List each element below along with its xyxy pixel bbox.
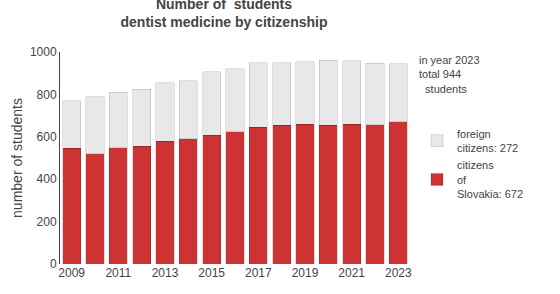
svg-text:200: 200	[37, 215, 57, 229]
svg-text:0: 0	[50, 257, 57, 271]
svg-text:number of students: number of students	[9, 98, 25, 218]
svg-text:2013: 2013	[152, 266, 179, 280]
svg-text:2017: 2017	[245, 266, 272, 280]
svg-text:citizensofSlovakia: 672: citizensofSlovakia: 672	[457, 159, 523, 200]
svg-text:400: 400	[37, 172, 57, 186]
svg-text:2015: 2015	[198, 266, 225, 280]
svg-text:foreigncitizens: 272: foreigncitizens: 272	[457, 128, 518, 154]
svg-text:in year 2023total 944 student: in year 2023total 944 students	[419, 54, 480, 95]
svg-text:1000: 1000	[30, 45, 57, 59]
svg-text:2021: 2021	[338, 266, 365, 280]
svg-text:2019: 2019	[292, 266, 319, 280]
svg-text:2011: 2011	[105, 266, 131, 280]
svg-text:800: 800	[37, 88, 57, 102]
svg-text:Number of studentsdentist med: Number of studentsdentist medicine by ci…	[121, 0, 328, 30]
svg-text:2023: 2023	[385, 266, 412, 280]
svg-text:2009: 2009	[58, 266, 85, 280]
svg-text:600: 600	[37, 130, 57, 144]
